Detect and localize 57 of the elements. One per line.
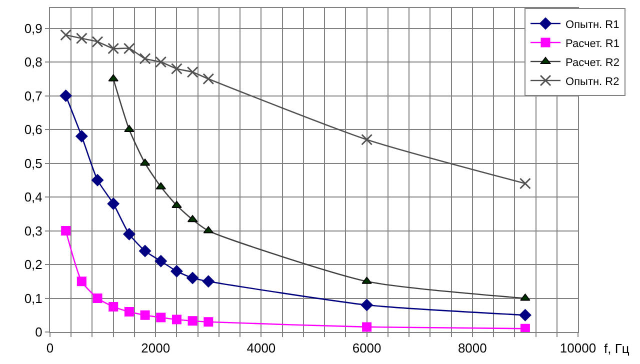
point <box>60 90 72 102</box>
x-tick-label: 10000 <box>560 340 596 356</box>
legend-label: Опытн. R1 <box>566 18 620 31</box>
point <box>60 29 72 41</box>
point <box>140 310 150 320</box>
legend-label: Опытн. R2 <box>566 76 620 88</box>
point <box>139 52 151 64</box>
x-tick-label: 0 <box>46 340 54 356</box>
y-tick-label: 0,2 <box>24 257 42 272</box>
point <box>186 66 198 78</box>
point <box>188 316 198 326</box>
point <box>107 198 120 210</box>
point <box>204 317 214 327</box>
y-tick-label: 0,5 <box>24 156 42 171</box>
point <box>170 265 183 278</box>
point <box>361 134 373 146</box>
y-tick-label: 0,9 <box>24 20 42 36</box>
point <box>92 36 104 48</box>
point <box>76 276 86 286</box>
point <box>170 63 182 74</box>
point <box>124 307 134 316</box>
y-tick-label: 0,3 <box>24 223 42 238</box>
point <box>92 174 104 186</box>
x-tick-label: 2000 <box>141 340 170 356</box>
point <box>154 255 167 268</box>
point <box>156 312 166 322</box>
point <box>186 272 199 284</box>
point <box>202 73 214 85</box>
y-tick-label: 0,4 <box>24 190 42 205</box>
point <box>108 302 118 312</box>
point <box>139 245 151 257</box>
legend-label: Расчет. R1 <box>566 38 620 50</box>
point <box>76 32 88 44</box>
point <box>61 226 71 236</box>
y-tick-label: 0,8 <box>24 54 42 70</box>
y-tick-label: 0,7 <box>24 88 42 104</box>
y-tick-label: 0,1 <box>24 290 42 306</box>
point <box>172 314 182 324</box>
point <box>202 275 214 288</box>
point <box>519 178 531 190</box>
point <box>362 322 372 332</box>
point <box>123 228 136 240</box>
point <box>92 294 102 303</box>
y-tick-label: 0 <box>35 324 42 340</box>
legend-label: Расчет. R2 <box>566 56 620 69</box>
point <box>76 130 88 142</box>
point <box>155 56 167 68</box>
x-axis-title: f, Гц <box>604 341 630 356</box>
y-tick-label: 0,6 <box>24 122 42 138</box>
point <box>520 324 530 332</box>
point <box>360 299 373 311</box>
x-tick-label: 8000 <box>458 340 487 356</box>
point <box>108 42 120 54</box>
point <box>519 309 532 322</box>
x-tick-label: 6000 <box>352 340 382 356</box>
x-tick-label: 4000 <box>246 340 276 356</box>
point <box>123 42 135 54</box>
